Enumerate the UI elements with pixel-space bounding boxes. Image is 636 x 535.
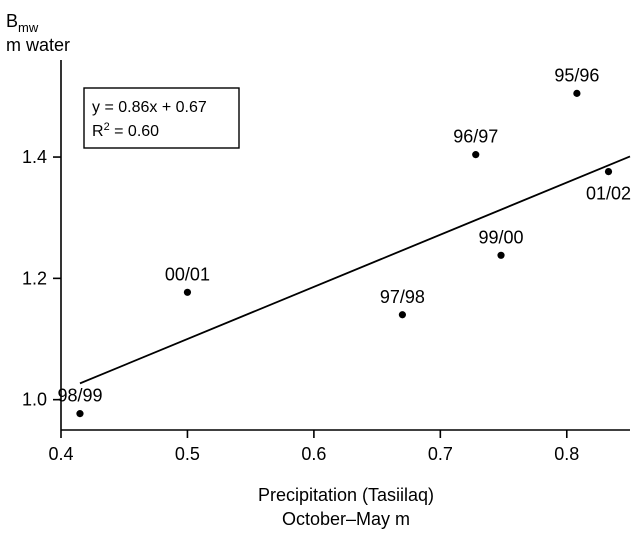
x-tick-label: 0.6 bbox=[301, 444, 326, 464]
regression-line bbox=[79, 155, 631, 385]
x-axis-title-line2: October–May m bbox=[282, 509, 410, 529]
data-point bbox=[472, 151, 480, 159]
data-point bbox=[497, 251, 505, 259]
data-point bbox=[76, 410, 84, 418]
data-point-label: 01/02 bbox=[586, 184, 631, 204]
data-point-label: 95/96 bbox=[554, 65, 599, 85]
x-tick-label: 0.7 bbox=[428, 444, 453, 464]
data-point-label: 97/98 bbox=[380, 287, 425, 307]
r-squared-text: R2 = 0.60 bbox=[92, 121, 159, 140]
r-squared-superscript: 2 bbox=[104, 121, 110, 133]
x-tick-label: 0.5 bbox=[175, 444, 200, 464]
y-ticks: 1.0 1.2 1.4 bbox=[22, 147, 61, 410]
x-tick-label: 0.4 bbox=[48, 444, 73, 464]
r-squared-prefix: R bbox=[92, 123, 104, 140]
equation-text: y = 0.86x + 0.67 bbox=[92, 99, 207, 116]
r-squared-value: = 0.60 bbox=[110, 123, 159, 140]
y-axis-title-main: B bbox=[6, 11, 18, 31]
data-point-label: 99/00 bbox=[479, 227, 524, 247]
y-axis-title-subscript: mw bbox=[18, 20, 39, 35]
data-point bbox=[573, 89, 581, 97]
data-point bbox=[398, 311, 406, 319]
y-tick-label: 1.2 bbox=[22, 268, 47, 288]
data-points: 98/99 00/01 97/98 99/00 96/97 95/96 01/02 bbox=[57, 65, 631, 418]
x-tick-label: 0.8 bbox=[554, 444, 579, 464]
y-axis-title: Bmw bbox=[6, 11, 39, 35]
x-axis-title-line1: Precipitation (Tasiilaq) bbox=[258, 485, 434, 505]
y-tick-label: 1.4 bbox=[22, 147, 47, 167]
x-ticks: 0.4 0.5 0.6 0.7 0.8 bbox=[48, 430, 579, 464]
data-point-label: 98/99 bbox=[57, 386, 102, 406]
data-point bbox=[604, 168, 613, 176]
data-point-label: 96/97 bbox=[453, 127, 498, 147]
data-point bbox=[183, 288, 192, 296]
y-tick-label: 1.0 bbox=[22, 390, 47, 410]
data-point-label: 00/01 bbox=[165, 264, 210, 284]
equation-box-frame bbox=[83, 87, 240, 149]
equation-box: y = 0.86x + 0.67 R2 = 0.60 bbox=[83, 87, 240, 149]
y-axis-unit: m water bbox=[6, 35, 70, 55]
